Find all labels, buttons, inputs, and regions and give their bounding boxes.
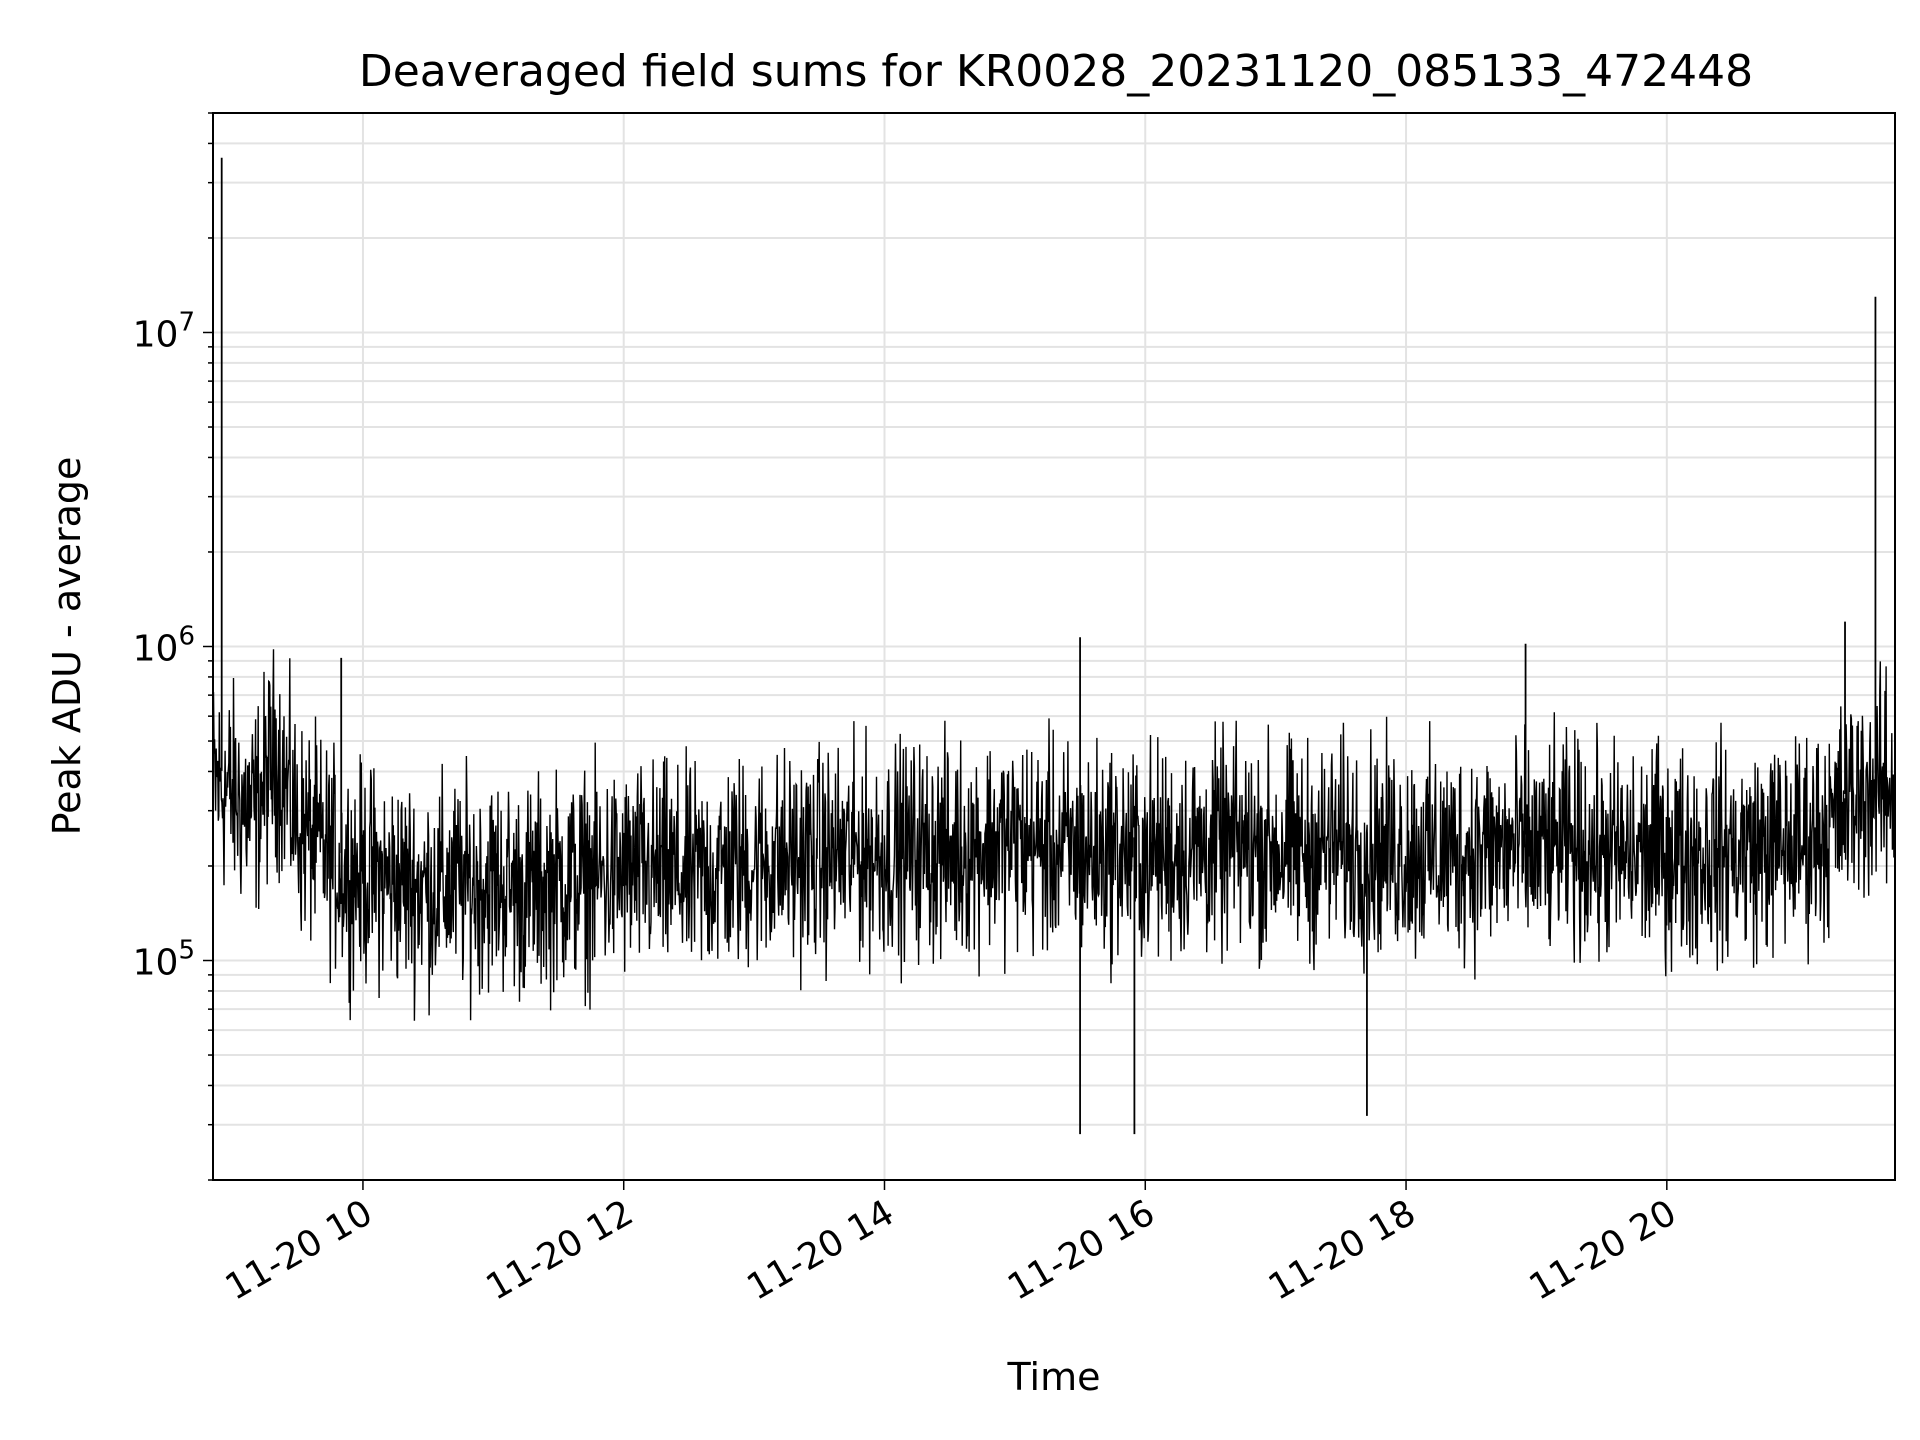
y-tick-label: 106: [133, 622, 195, 670]
x-axis-label: Time: [1007, 1355, 1101, 1399]
y-axis-label: Peak ADU - average: [45, 457, 89, 836]
y-tick-label: 107: [133, 307, 195, 355]
series-line: [212, 649, 1896, 1021]
y-axis: 105 106 107: [133, 112, 213, 1181]
y-tick-label: 105: [133, 936, 195, 984]
data-series: [212, 157, 1896, 1135]
chart-title: Deaveraged field sums for KR0028_2023112…: [359, 46, 1753, 97]
